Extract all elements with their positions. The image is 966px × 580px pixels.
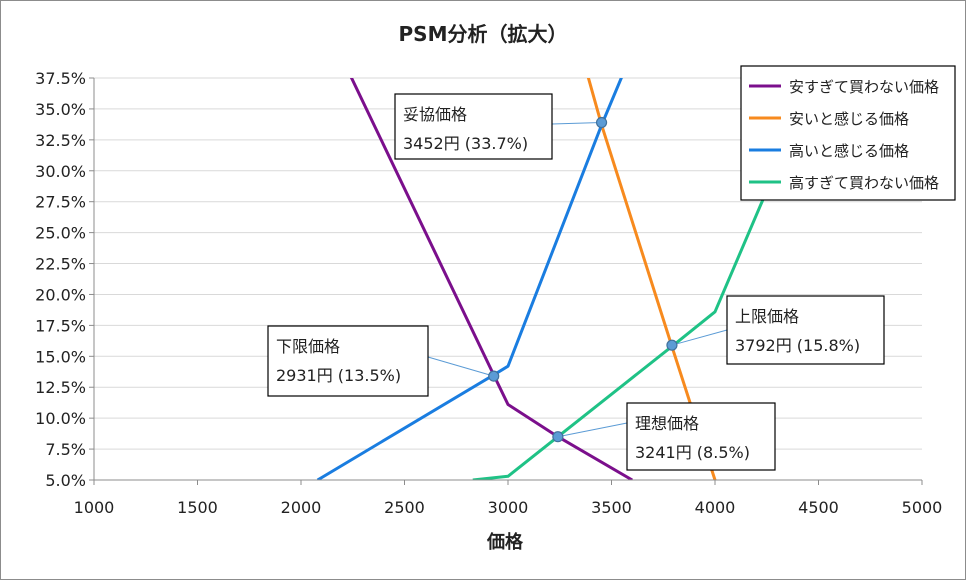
intersection-marker <box>666 339 678 351</box>
intersection-marker <box>552 431 564 443</box>
y-tick-label: 30.0% <box>35 162 86 181</box>
callout-value: 3452円 (33.7%) <box>403 134 528 153</box>
x-axis-label: 価格 <box>487 532 523 553</box>
y-tick-label: 32.5% <box>35 131 86 150</box>
callout-box <box>726 295 885 365</box>
series-line <box>316 78 623 480</box>
callout-box <box>394 93 553 160</box>
legend-label: 安いと感じる価格 <box>789 110 909 128</box>
y-tick-label: 12.5% <box>35 378 86 397</box>
y-tick-label: 17.5% <box>35 316 86 335</box>
x-tick-label: 4500 <box>798 498 839 517</box>
y-tick-label: 37.5% <box>35 69 86 88</box>
x-tick-label: 2000 <box>281 498 322 517</box>
callout-leader <box>557 422 628 438</box>
y-tick-label: 35.0% <box>35 100 86 119</box>
callout-name: 理想価格 <box>635 414 699 433</box>
y-tick-label: 22.5% <box>35 255 86 274</box>
y-tick-label: 20.0% <box>35 285 86 304</box>
x-tick-label: 3500 <box>591 498 632 517</box>
x-tick-label: 3000 <box>488 498 529 517</box>
callout-leader <box>427 356 494 377</box>
callout-name: 下限価格 <box>276 337 340 356</box>
legend-label: 高すぎて買わない価格 <box>789 174 939 192</box>
callout-leader <box>671 329 728 346</box>
x-tick-label: 2500 <box>384 498 425 517</box>
y-tick-label: 7.5% <box>45 440 86 459</box>
series-line <box>472 194 767 480</box>
series-line <box>349 78 633 480</box>
x-tick-label: 1500 <box>177 498 218 517</box>
y-tick-label: 25.0% <box>35 224 86 243</box>
callout-box <box>626 402 776 471</box>
y-tick-label: 5.0% <box>45 471 86 490</box>
x-tick-label: 5000 <box>902 498 943 517</box>
legend-label: 高いと感じる価格 <box>789 142 909 160</box>
x-tick-label: 1000 <box>74 498 115 517</box>
y-tick-label: 15.0% <box>35 347 86 366</box>
callouts: 妥協価格 3452円 (33.7%) 下限価格 2931円 (13.5%) 上限価格 37… <box>267 93 885 471</box>
intersection-marker <box>595 116 608 129</box>
legend-label: 安すぎて買わない価格 <box>789 78 939 96</box>
callout-name: 妥協価格 <box>403 105 467 124</box>
callout-box <box>267 325 429 397</box>
callout-name: 上限価格 <box>735 307 799 326</box>
y-tick-label: 27.5% <box>35 193 86 212</box>
callout-value: 2931円 (13.5%) <box>276 366 401 385</box>
y-tick-label: 10.0% <box>35 409 86 428</box>
axes: 5.0% 7.5% 10.0% 12.5% 15.0% 17.5% 20.0% 22.5% 25… <box>35 69 942 517</box>
legend-box <box>740 65 956 201</box>
callout-value: 3792円 (15.8%) <box>735 336 860 355</box>
intersection-marker <box>488 370 500 382</box>
x-tick-label: 4000 <box>695 498 736 517</box>
callout-leader <box>551 122 602 125</box>
callout-value: 3241円 (8.5%) <box>635 443 750 462</box>
chart-title: PSM分析（拡大） <box>398 22 568 46</box>
